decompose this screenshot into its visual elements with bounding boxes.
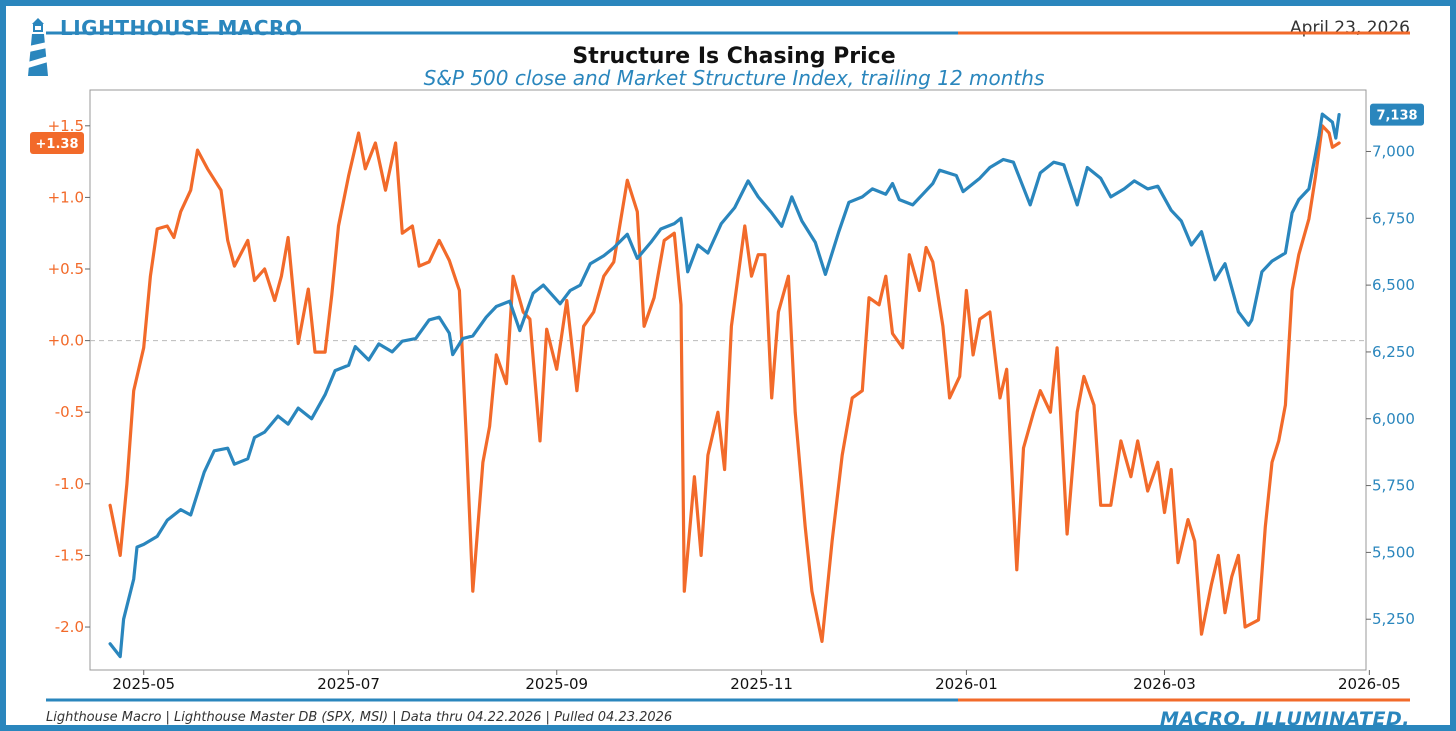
spx-last-value-label: 7,138: [1376, 109, 1417, 124]
x-tick-label: 2026-01: [935, 675, 998, 693]
y-right-tick-label: 5,500: [1372, 543, 1415, 561]
y-left-tick-label: +0.0: [48, 332, 84, 350]
chart-subtitle: S&P 500 close and Market Structure Index…: [423, 66, 1045, 90]
x-tick-label: 2025-11: [730, 675, 793, 693]
lighthouse-icon: [28, 18, 48, 76]
y-right-tick-label: 6,750: [1372, 209, 1415, 227]
y-right-tick-label: 6,250: [1372, 343, 1415, 361]
spx-last-value-badge: [1370, 103, 1424, 126]
y-left-tick-label: +1.5: [48, 117, 84, 135]
msi-line: [108, 124, 1341, 643]
brand-name: LIGHTHOUSE MACRO: [60, 16, 303, 40]
plot-area: [89, 89, 1367, 671]
spx-line: [108, 112, 1341, 659]
x-tick-label: 2026-05: [1338, 675, 1401, 693]
y-left-tick-label: +0.5: [48, 260, 84, 278]
y-right-tick-label: 6,500: [1372, 276, 1415, 294]
x-tick-label: 2026-03: [1133, 675, 1196, 693]
y-left-tick-label: -2.0: [55, 618, 84, 636]
x-tick-label: 2025-09: [525, 675, 588, 693]
x-tick-label: 2025-07: [317, 675, 380, 693]
tagline: MACRO, ILLUMINATED.: [1159, 708, 1410, 730]
y-left-tick-label: -1.5: [55, 546, 84, 564]
y-right-tick-label: 7,000: [1372, 142, 1415, 160]
msi-last-value-badge: [30, 131, 84, 154]
y-left-tick-label: +1.0: [48, 188, 84, 206]
y-right-tick-label: 5,750: [1372, 477, 1415, 495]
y-left-tick-label: -1.0: [55, 475, 84, 493]
msi-last-value-label: +1.38: [36, 137, 79, 152]
source-note: Lighthouse Macro | Lighthouse Master DB …: [46, 710, 673, 725]
y-right-tick-label: 6,000: [1372, 410, 1415, 428]
y-left-tick-label: -0.5: [55, 403, 84, 421]
chart-title: Structure Is Chasing Price: [572, 44, 896, 69]
y-right-tick-label: 5,250: [1372, 610, 1415, 628]
x-tick-label: 2025-05: [112, 675, 175, 693]
